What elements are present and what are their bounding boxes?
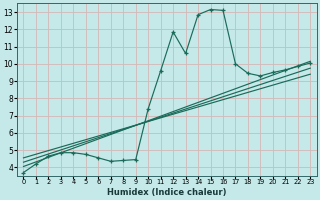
X-axis label: Humidex (Indice chaleur): Humidex (Indice chaleur) <box>107 188 227 197</box>
